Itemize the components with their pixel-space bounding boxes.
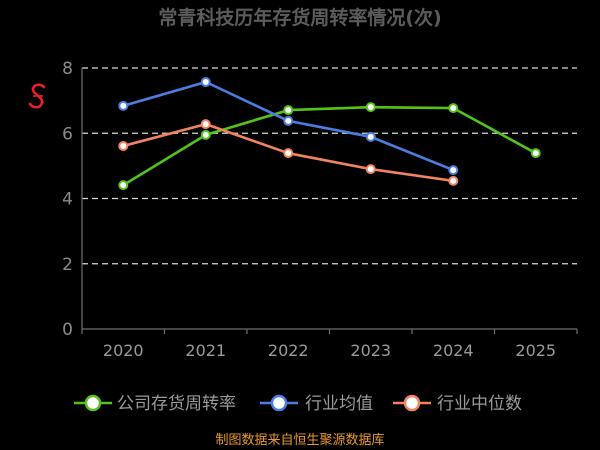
series-point-2: [283, 148, 294, 159]
y-tick-label: 8: [62, 59, 73, 79]
legend-label-industry-mean: 行业均值: [305, 394, 373, 414]
series-point-2: [118, 140, 129, 151]
y-tick-label: 2: [62, 255, 73, 275]
brand-s-icon-stroke: [28, 83, 46, 109]
legend: 公司存货周转率 行业均值 行业中位数: [74, 394, 522, 414]
series-point-0: [118, 180, 129, 191]
x-tick-label: 2024: [433, 341, 474, 360]
legend-item-industry-mean: 行业均值: [260, 394, 373, 414]
x-tick-label: 2025: [515, 341, 556, 360]
legend-marker-industry-median: [403, 394, 421, 412]
axis-layer: 0 2 4 6 8 2020 2021 2022 2023 2024 2025: [62, 59, 578, 360]
series-point-1: [118, 100, 129, 111]
legend-item-company: 公司存货周转率: [74, 394, 236, 414]
series-line-0: [122, 105, 538, 187]
x-tick-label: 2021: [185, 341, 226, 360]
series-point-2: [448, 175, 459, 186]
data-source-footer: 制图数据来自恒生聚源数据库: [215, 432, 384, 448]
series-point-1: [448, 165, 459, 176]
series-point-0: [200, 129, 211, 140]
grid-layer: [82, 67, 577, 265]
series-point-1: [200, 77, 211, 88]
series-point-1: [283, 115, 294, 126]
series-layer: [118, 77, 541, 191]
legend-marker-company: [84, 394, 102, 412]
series-point-2: [200, 119, 211, 130]
brand-s-icon: [28, 83, 46, 109]
series-point-0: [530, 148, 541, 159]
chart-title: 常青科技历年存货周转率情况(次): [158, 6, 441, 29]
legend-label-industry-median: 行业中位数: [437, 394, 522, 414]
series-point-0: [448, 103, 459, 114]
legend-item-industry-median: 行业中位数: [393, 394, 522, 414]
x-tick-label: 2020: [103, 341, 144, 360]
series-point-0: [365, 102, 376, 113]
x-tick-label: 2023: [350, 341, 391, 360]
series-point-2: [365, 164, 376, 175]
x-tick-label: 2022: [268, 341, 309, 360]
y-tick-label: 6: [62, 124, 73, 144]
series-point-1: [365, 131, 376, 142]
legend-marker-industry-mean: [270, 394, 288, 412]
y-tick-label: 4: [62, 190, 73, 210]
legend-label-company: 公司存货周转率: [117, 394, 236, 414]
series-point-0: [283, 105, 294, 116]
y-tick-label: 0: [62, 320, 73, 340]
